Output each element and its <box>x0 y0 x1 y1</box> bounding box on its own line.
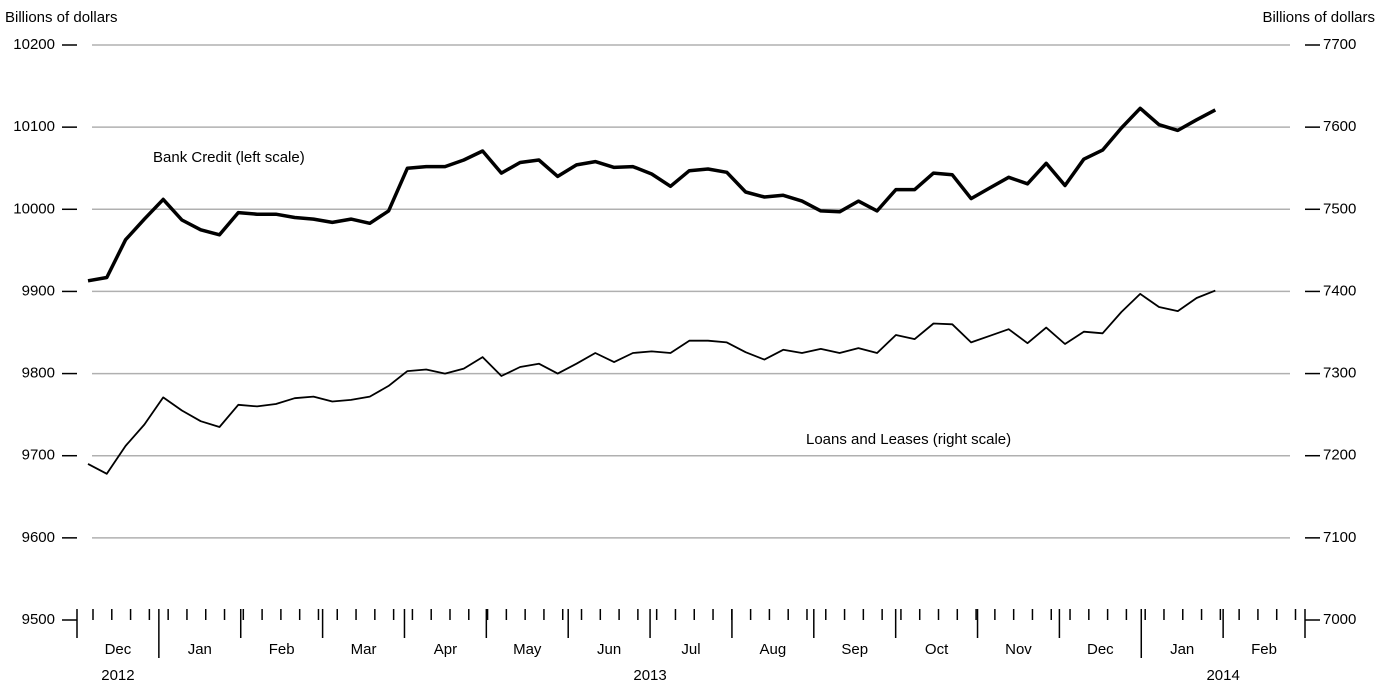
x-tick-label: Mar <box>351 641 377 658</box>
x-tick-label: Feb <box>269 641 295 658</box>
x-tick-label: Sep <box>841 641 868 658</box>
year-label: 2014 <box>1206 667 1239 684</box>
y-tick-label: 10000 <box>13 200 55 217</box>
y2-tick-label: 7200 <box>1323 447 1356 464</box>
y-tick-label: 9800 <box>22 365 55 382</box>
y-tick-label: 10100 <box>13 118 55 135</box>
y2-tick-label: 7500 <box>1323 200 1356 217</box>
y-tick-label: 9700 <box>22 447 55 464</box>
y2-tick-label: 7600 <box>1323 118 1356 135</box>
x-tick-label: Aug <box>760 641 787 658</box>
series-annotation: Loans and Leases (right scale) <box>806 431 1011 448</box>
series-annotation: Bank Credit (left scale) <box>153 149 305 166</box>
y2-tick-label: 7700 <box>1323 36 1356 53</box>
x-tick-label: Feb <box>1251 641 1277 658</box>
y2-axis-title: Billions of dollars <box>1262 9 1375 26</box>
x-tick-label: Jun <box>597 641 621 658</box>
x-tick-label: May <box>513 641 542 658</box>
y-tick-label: 10200 <box>13 36 55 53</box>
x-tick-label: Dec <box>105 641 132 658</box>
x-tick-label: Dec <box>1087 641 1114 658</box>
x-tick-label: Jul <box>681 641 700 658</box>
y-tick-label: 9500 <box>22 611 55 628</box>
x-tick-label: Oct <box>925 641 949 658</box>
x-tick-label: Nov <box>1005 641 1032 658</box>
y2-tick-label: 7000 <box>1323 611 1356 628</box>
year-label: 2012 <box>101 667 134 684</box>
y2-tick-label: 7100 <box>1323 529 1356 546</box>
y-tick-label: 9900 <box>22 282 55 299</box>
x-tick-label: Jan <box>188 641 212 658</box>
x-tick-label: Jan <box>1170 641 1194 658</box>
data-line <box>87 289 1216 475</box>
y-tick-label: 9600 <box>22 529 55 546</box>
x-tick-label: Apr <box>434 641 457 658</box>
y2-tick-label: 7400 <box>1323 282 1356 299</box>
y2-tick-label: 7300 <box>1323 365 1356 382</box>
data-line <box>87 106 1217 283</box>
year-label: 2013 <box>633 667 666 684</box>
y-axis-title: Billions of dollars <box>5 9 118 26</box>
